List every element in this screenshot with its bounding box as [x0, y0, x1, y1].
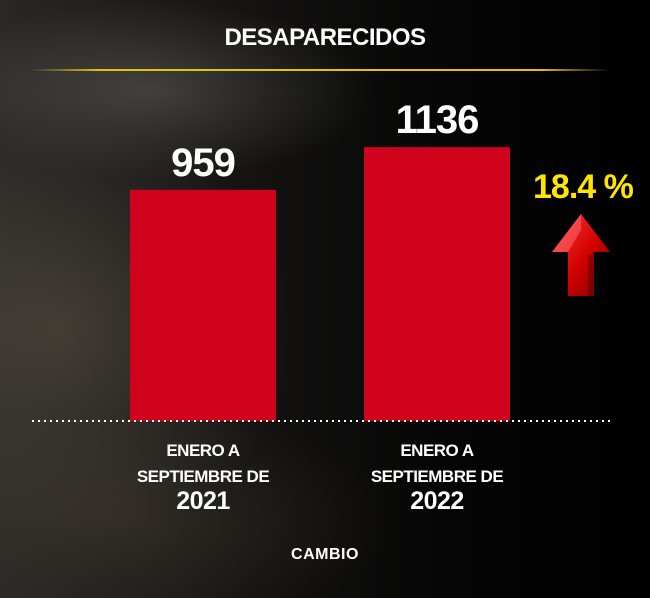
title-underline: [30, 69, 610, 71]
category-label-2-line-1: ENERO A: [400, 441, 474, 460]
percent-change-label: 18.4 %: [533, 168, 634, 206]
brand-logo-text: CAMBIO: [291, 546, 359, 563]
bar-2: [364, 147, 510, 421]
category-label-2-line-3: 2022: [410, 487, 464, 515]
chart-title: DESAPARECIDOS: [224, 24, 426, 51]
bar-1: [130, 189, 276, 421]
bar-value-label-2: 1136: [396, 98, 479, 142]
category-label-1-line-3: 2021: [176, 487, 230, 515]
category-label-1-line-2: SEPTIEMBRE DE: [137, 467, 270, 486]
bar-value-label-1: 959: [171, 141, 235, 185]
up-arrow-icon: [552, 214, 610, 296]
category-label-2-line-2: SEPTIEMBRE DE: [371, 467, 504, 486]
category-label-1-line-1: ENERO A: [166, 441, 240, 460]
